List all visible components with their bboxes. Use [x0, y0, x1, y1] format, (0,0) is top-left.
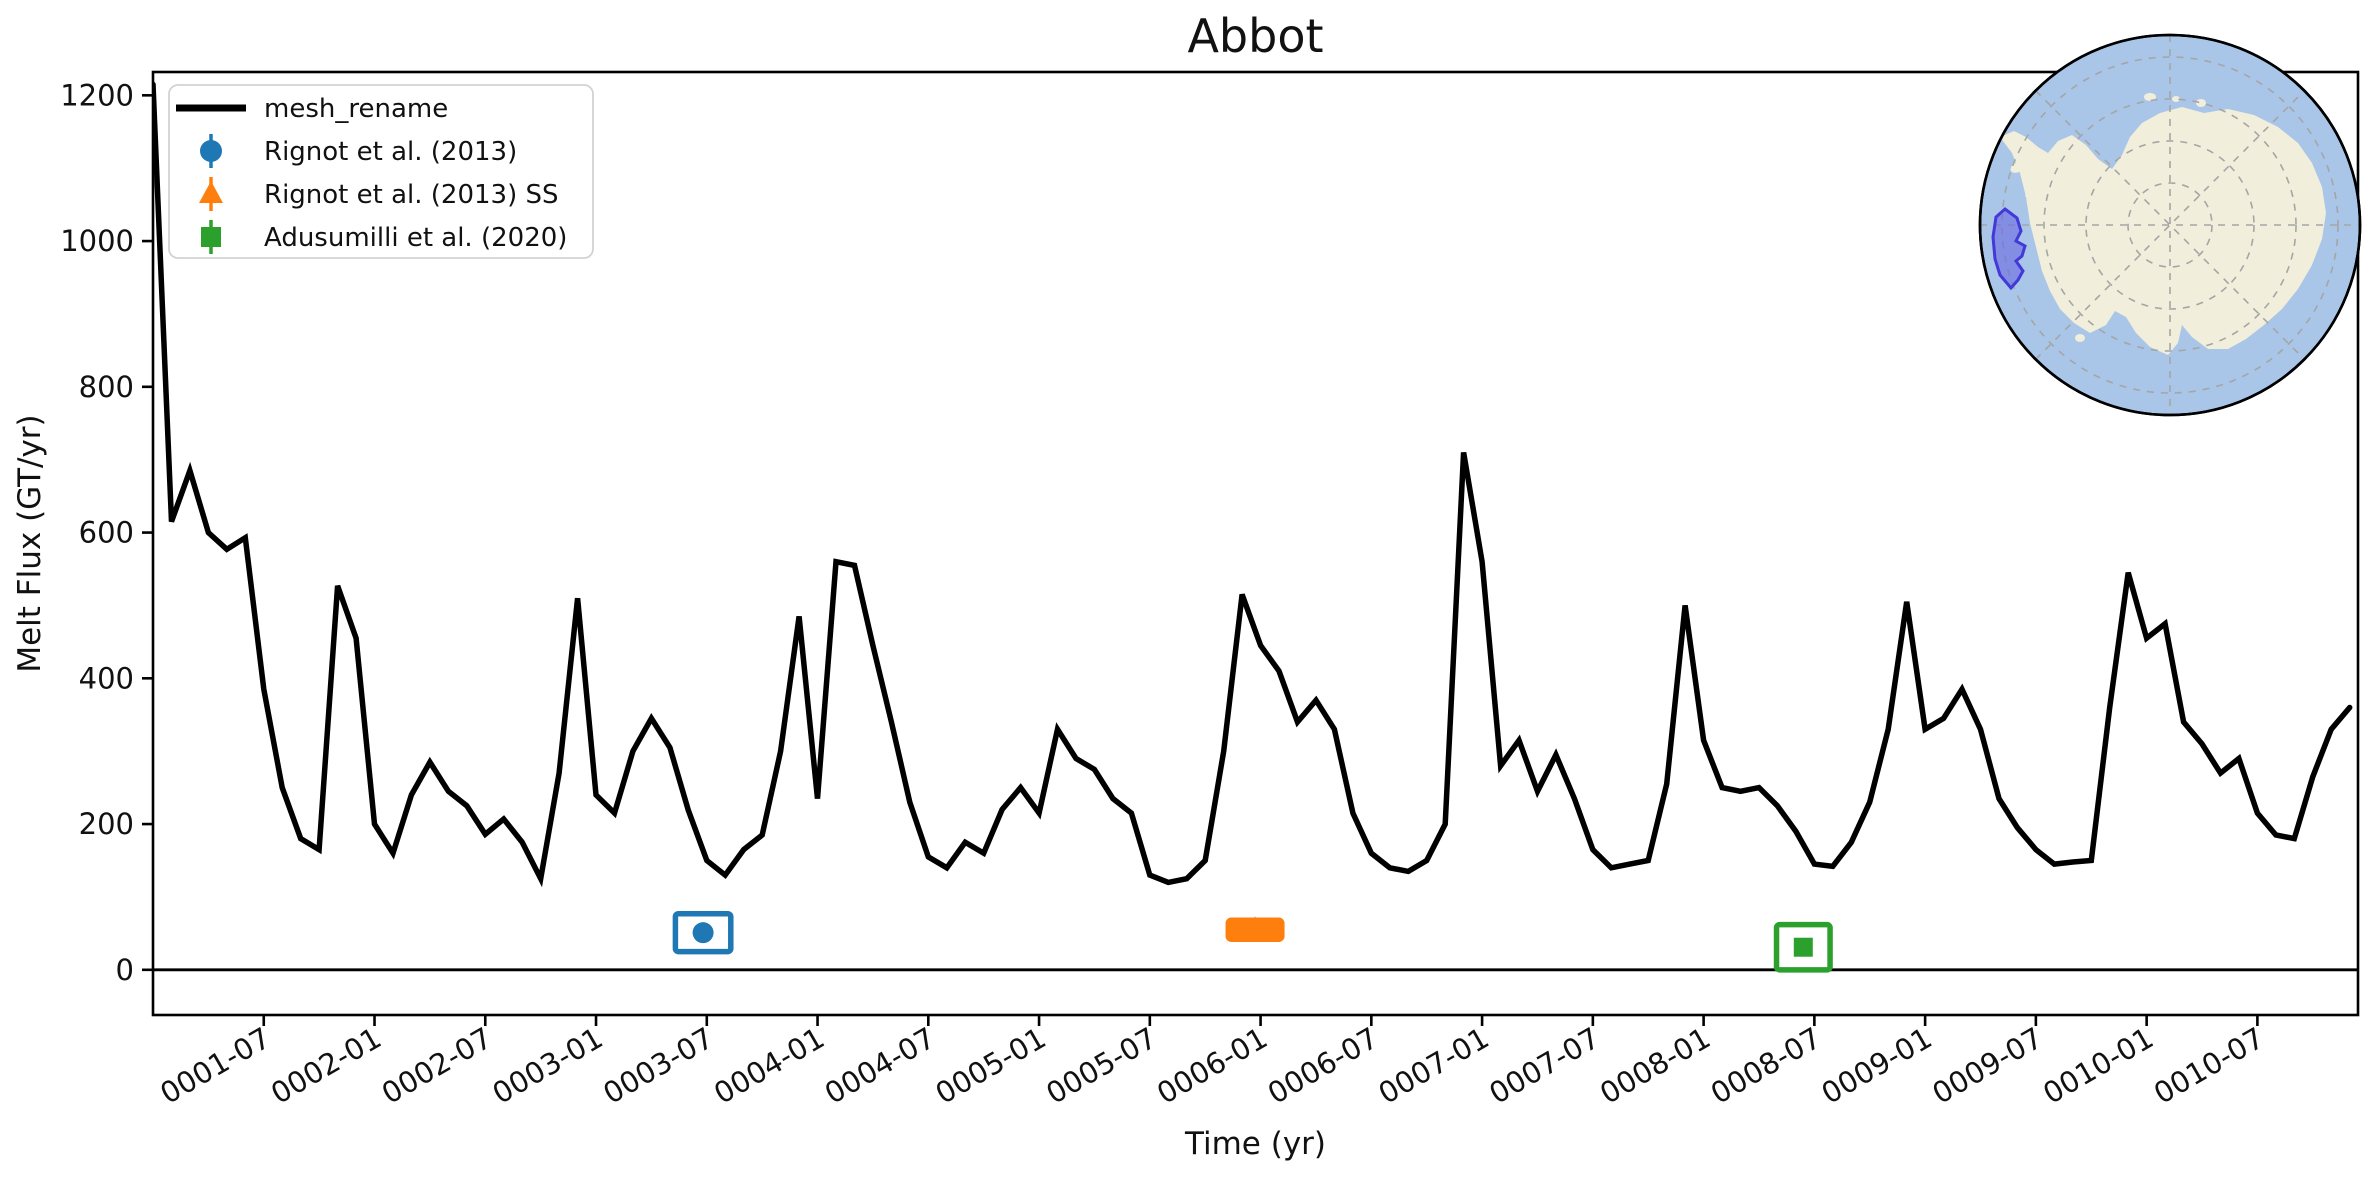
y-axis-label: Melt Flux (GT/yr) [12, 414, 48, 672]
y-tick-label: 200 [79, 807, 134, 841]
island [2075, 334, 2085, 342]
map-content [1981, 36, 2359, 414]
error-box [1773, 921, 1833, 973]
y-axis-label-group: Melt Flux (GT/yr) [12, 414, 48, 672]
graticule-circle [2001, 56, 2339, 394]
axis-titles: Abbot Time (yr) Melt Flux (GT/yr) [12, 9, 1326, 1162]
y-tick-label: 800 [79, 370, 134, 404]
legend-label: Rignot et al. (2013) [264, 137, 517, 167]
graticule [1981, 36, 2359, 414]
axes-frame [151, 70, 2360, 1017]
island [2010, 161, 2026, 173]
x-axis-label: Time (yr) [1184, 1126, 1326, 1162]
legend: mesh_rename Rignot et al. (2013) Rignot et… [168, 84, 594, 259]
plot-area [151, 70, 2360, 1017]
legend-triangle-marker [199, 181, 223, 203]
legend-item-mesh-rename: mesh_rename [176, 94, 448, 124]
y-tick-label: 600 [79, 516, 134, 550]
square-marker [1793, 937, 1813, 957]
error-box [672, 910, 734, 955]
graticule-circle [2043, 98, 2297, 352]
graticule-circle [2127, 182, 2213, 268]
island [2196, 99, 2206, 107]
y-tick-label: 1000 [60, 224, 134, 258]
legend-label: mesh_rename [264, 94, 448, 124]
y-tick-label: 1200 [60, 78, 134, 112]
legend-square-marker [201, 227, 221, 247]
legend-frame [168, 84, 594, 259]
observation-markers [672, 910, 1833, 973]
island [2172, 96, 2180, 102]
map-outline [1978, 33, 2362, 417]
melt-flux-line [153, 81, 2353, 888]
legend-circle-marker [200, 140, 222, 162]
errorbox-rignot-et-al-2013-ss [1225, 916, 1285, 942]
y-tick-label: 400 [79, 661, 134, 695]
legend-item-adusumilli-et-al-2020: Adusumilli et al. (2020) [201, 220, 567, 254]
legend-item-rignot-et-al-2013-ss: Rignot et al. (2013) SS [199, 177, 559, 211]
circle-marker [692, 922, 714, 944]
legend-item-rignot-et-al-2013: Rignot et al. (2013) [200, 134, 517, 168]
legend-label: Adusumilli et al. (2020) [264, 223, 567, 253]
melt-flux-line-layer [153, 81, 2353, 888]
y-tick-label: 0 [116, 953, 134, 987]
antarctica-landmass [2000, 107, 2326, 355]
errorbox-adusumilli-et-al-2020 [1773, 921, 1833, 973]
island [2025, 189, 2037, 199]
legend-label: Rignot et al. (2013) SS [264, 180, 559, 210]
abbot-region-highlight [1991, 207, 2027, 291]
antarctica-inset-map [1978, 33, 2362, 417]
island [2144, 93, 2156, 101]
page-title: Abbot [1187, 9, 1323, 63]
graticule-circle [2085, 140, 2255, 310]
errorbox-rignot-et-al-2013 [672, 910, 734, 955]
triangle-marker [1244, 916, 1267, 939]
